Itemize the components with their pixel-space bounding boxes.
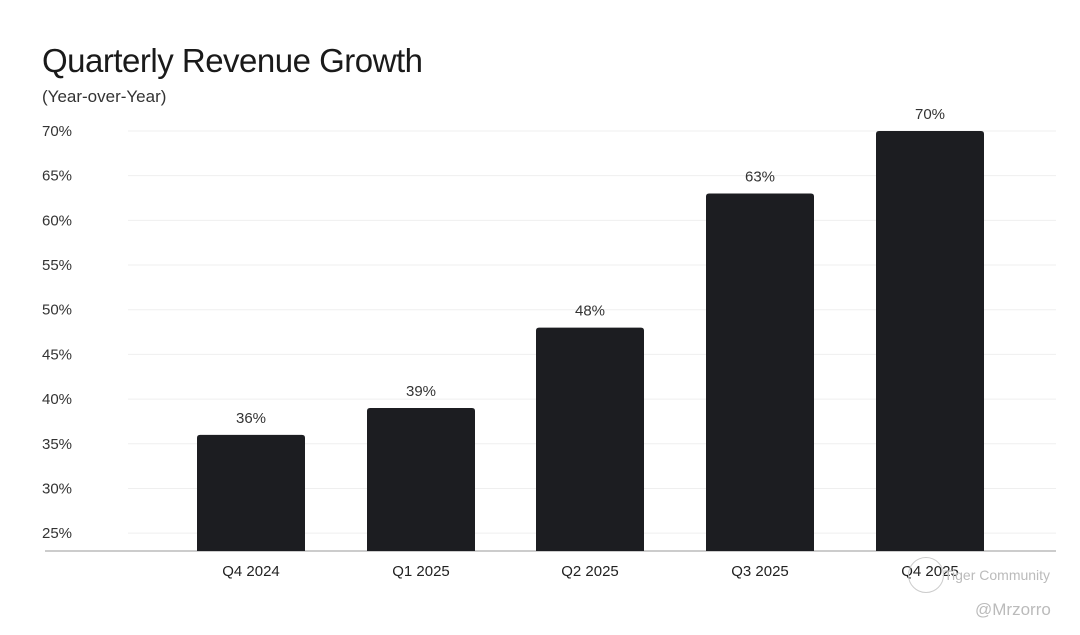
y-tick-label: 45%	[42, 346, 72, 363]
y-tick-label: 50%	[42, 302, 72, 319]
watermark-handle: @Mrzorro	[975, 600, 1051, 619]
chart-subtitle: (Year-over-Year)	[42, 87, 167, 106]
y-tick-label: 65%	[42, 168, 72, 185]
data-label: 70%	[915, 106, 945, 123]
data-label: 63%	[745, 169, 775, 186]
bar	[367, 408, 475, 551]
bar	[536, 327, 644, 551]
data-label: 39%	[406, 383, 436, 400]
watermark-logo-icon	[908, 557, 944, 593]
data-label: 36%	[236, 410, 266, 427]
x-tick-label: Q4 2024	[222, 563, 280, 580]
y-tick-label: 25%	[42, 525, 72, 542]
bar	[706, 193, 814, 551]
y-tick-label: 30%	[42, 480, 72, 497]
x-tick-label: Q1 2025	[392, 563, 450, 580]
bar	[197, 434, 305, 551]
chart-title: Quarterly Revenue Growth	[42, 42, 423, 79]
y-tick-label: 35%	[42, 436, 72, 453]
bar	[876, 131, 984, 551]
y-tick-label: 60%	[42, 212, 72, 229]
data-label: 48%	[575, 303, 605, 320]
x-tick-label: Q3 2025	[731, 563, 789, 580]
watermark-brand: Tiger Community	[944, 567, 1051, 583]
y-tick-label: 40%	[42, 391, 72, 408]
y-tick-label: 70%	[42, 123, 72, 140]
y-tick-label: 55%	[42, 257, 72, 274]
x-tick-label: Q2 2025	[561, 563, 619, 580]
